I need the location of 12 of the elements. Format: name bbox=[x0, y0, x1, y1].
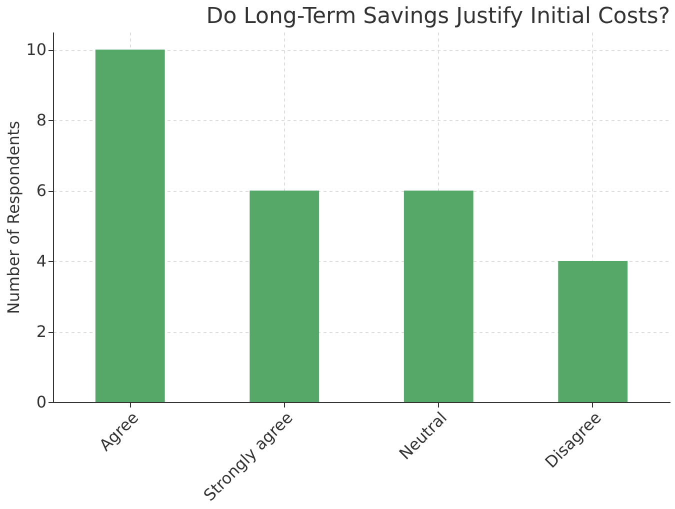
y-tick-label: 10 bbox=[26, 40, 46, 60]
y-axis-title: Number of Respondents bbox=[4, 120, 24, 314]
bar bbox=[95, 50, 165, 402]
chart-title: Do Long-Term Savings Justify Initial Costs? bbox=[206, 4, 670, 29]
y-tick-label: 0 bbox=[36, 392, 46, 412]
bar bbox=[404, 190, 474, 402]
bar bbox=[558, 261, 628, 402]
bar bbox=[250, 190, 320, 402]
y-tick-label: 2 bbox=[36, 322, 46, 342]
y-tick-label: 8 bbox=[36, 110, 46, 130]
y-tick-label: 4 bbox=[36, 252, 46, 271]
y-tick-label: 6 bbox=[36, 181, 46, 200]
